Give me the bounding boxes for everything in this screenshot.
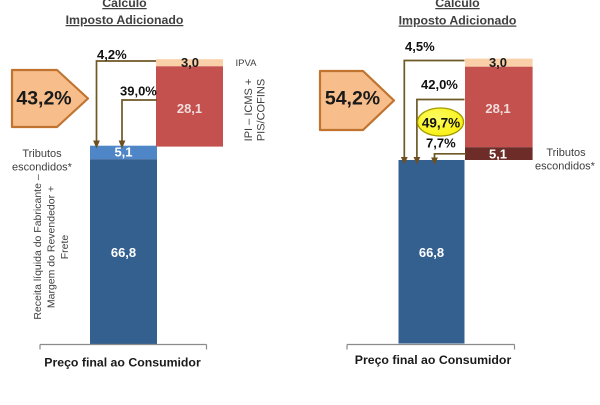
svg-text:28,1: 28,1 [177, 101, 202, 116]
svg-text:42,0%: 42,0% [421, 77, 458, 92]
svg-text:5,1: 5,1 [489, 147, 507, 162]
svg-text:54,2%: 54,2% [325, 88, 380, 110]
svg-text:Preço final ao Consumidor: Preço final ao Consumidor [44, 356, 201, 370]
svg-text:49,7%: 49,7% [422, 116, 460, 131]
svg-text:Margem do Revendedor +: Margem do Revendedor + [46, 186, 58, 308]
svg-text:IPI – ICMS +: IPI – ICMS + [243, 79, 255, 142]
svg-text:3,0: 3,0 [489, 55, 507, 70]
svg-text:66,8: 66,8 [419, 245, 444, 260]
svg-text:PIS/COFINS: PIS/COFINS [256, 79, 268, 141]
svg-text:Imposto Adicionado: Imposto Adicionado [66, 13, 184, 27]
svg-text:Receita líquida do Fabricante: Receita líquida do Fabricante – [32, 174, 44, 319]
svg-text:28,1: 28,1 [485, 101, 510, 116]
svg-text:IPVA: IPVA [236, 58, 258, 69]
svg-text:escondidos*: escondidos* [535, 161, 596, 173]
svg-text:Cálculo: Cálculo [435, 0, 480, 10]
svg-text:5,1: 5,1 [114, 145, 132, 160]
svg-text:Tributos: Tributos [22, 148, 62, 160]
svg-text:4,5%: 4,5% [405, 39, 435, 54]
svg-text:Cálculo: Cálculo [102, 0, 147, 10]
svg-text:66,8: 66,8 [111, 245, 136, 260]
svg-text:4,2%: 4,2% [97, 47, 127, 62]
svg-text:Preço final ao Consumidor: Preço final ao Consumidor [355, 353, 512, 367]
svg-text:escondidos*: escondidos* [12, 162, 73, 174]
svg-text:Frete: Frete [59, 235, 71, 260]
svg-text:43,2%: 43,2% [16, 88, 71, 110]
svg-text:3,0: 3,0 [181, 55, 199, 70]
svg-text:Imposto Adicionado: Imposto Adicionado [399, 14, 517, 28]
svg-text:7,7%: 7,7% [426, 136, 456, 151]
svg-text:39,0%: 39,0% [120, 84, 157, 99]
svg-text:Tributos: Tributos [546, 147, 586, 159]
